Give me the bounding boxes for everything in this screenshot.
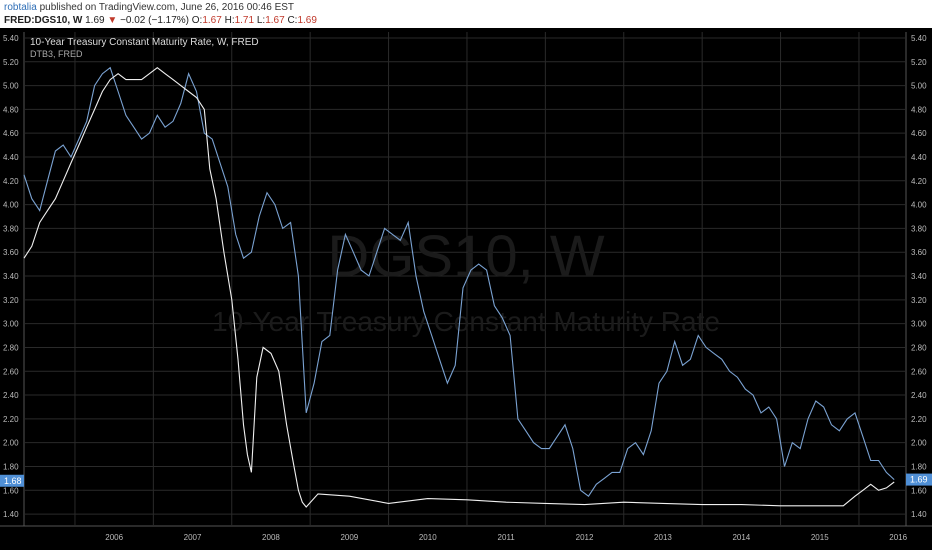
y-tick-label-right: 3.80 [911, 224, 927, 233]
left-price-tag-label: 1.68 [4, 476, 22, 486]
high-label: H: [224, 15, 235, 26]
y-tick-label-right: 4.00 [911, 201, 927, 210]
y-tick-label-right: 2.80 [911, 343, 927, 352]
x-tick-label: 2015 [811, 533, 829, 542]
y-tick-label-left: 4.00 [3, 201, 19, 210]
y-tick-label-right: 4.20 [911, 177, 927, 186]
x-tick-label: 2009 [340, 533, 358, 542]
chart-area[interactable]: DGS10, W 10-Year Treasury Constant Matur… [0, 28, 932, 550]
open-value: 1.67 [202, 15, 222, 26]
low-label: L: [256, 15, 266, 26]
close-label: C: [287, 15, 298, 26]
y-tick-label-right: 4.40 [911, 153, 927, 162]
symbol-name[interactable]: FRED:DGS10, W [4, 15, 83, 26]
y-tick-label-left: 4.60 [3, 129, 19, 138]
x-tick-label: 2016 [889, 533, 907, 542]
y-tick-label-right: 5.20 [911, 58, 927, 67]
y-tick-label-right: 1.40 [911, 510, 927, 519]
y-tick-label-right: 3.40 [911, 272, 927, 281]
legend-secondary[interactable]: DTB3, FRED [30, 49, 83, 59]
price-change: −0.02 (−1.17%) [120, 15, 189, 26]
publish-info: published on TradingView.com, June 26, 2… [39, 2, 295, 13]
y-tick-label-left: 2.60 [3, 367, 19, 376]
y-tick-label-left: 3.20 [3, 296, 19, 305]
y-tick-label-left: 1.40 [3, 510, 19, 519]
y-tick-label-left: 5.40 [3, 34, 19, 43]
x-tick-label: 2011 [498, 533, 516, 542]
legend-main[interactable]: 10-Year Treasury Constant Maturity Rate,… [30, 37, 259, 48]
high-value: 1.71 [234, 15, 255, 26]
y-tick-label-left: 2.00 [3, 439, 19, 448]
y-tick-label-left: 4.80 [3, 105, 19, 114]
y-tick-label-right: 1.60 [911, 486, 927, 495]
chart-svg: DGS10, W 10-Year Treasury Constant Matur… [0, 32, 932, 542]
y-tick-label-left: 3.00 [3, 320, 19, 329]
x-tick-label: 2007 [184, 533, 202, 542]
x-tick-label: 2010 [419, 533, 437, 542]
header: robtalia published on TradingView.com, J… [0, 0, 932, 28]
time-axis[interactable]: 2006 2007 2008 2009 2010 2011 2012 2013 2014 2015… [105, 533, 907, 542]
x-tick-label: 2014 [732, 533, 750, 542]
y-tick-label-left: 3.80 [3, 224, 19, 233]
left-price-tag: 1.68 [0, 474, 24, 487]
y-tick-label-left: 4.20 [3, 177, 19, 186]
y-tick-label-left: 1.60 [3, 486, 19, 495]
open-label: O: [191, 15, 203, 26]
right-price-tag: 1.69 [906, 473, 932, 486]
x-tick-label: 2008 [262, 533, 280, 542]
watermark-name: 10-Year Treasury Constant Maturity Rate [212, 306, 720, 337]
close-value: 1.69 [297, 15, 317, 26]
y-tick-label-left: 2.20 [3, 415, 19, 424]
x-tick-label: 2013 [654, 533, 672, 542]
series-line-dtb3 [23, 67, 895, 508]
y-tick-label-right: 5.00 [911, 82, 927, 91]
y-tick-label-right: 3.00 [911, 320, 927, 329]
y-tick-label-left: 1.80 [3, 462, 19, 471]
y-tick-label-right: 2.60 [911, 367, 927, 376]
x-tick-label: 2006 [105, 533, 123, 542]
right-price-tag-label: 1.69 [910, 475, 928, 485]
y-tick-label-left: 3.40 [3, 272, 19, 281]
publish-line: robtalia published on TradingView.com, J… [4, 2, 294, 13]
series-line-dgs10 [23, 66, 895, 497]
series-layer [23, 66, 895, 508]
y-tick-label-left: 3.60 [3, 248, 19, 257]
y-tick-label-left: 5.20 [3, 58, 19, 67]
y-tick-label-left: 4.40 [3, 153, 19, 162]
y-tick-label-right: 1.80 [911, 462, 927, 471]
y-tick-label-right: 3.20 [911, 296, 927, 305]
y-tick-label-right: 4.60 [911, 129, 927, 138]
right-price-axis[interactable]: 1.40 1.60 1.80 2.00 2.20 2.40 2.60 2.80 3.00 3.20… [911, 34, 927, 519]
grid [0, 32, 932, 527]
last-price: 1.69 [85, 15, 105, 26]
y-tick-label-right: 4.80 [911, 105, 927, 114]
y-tick-label-left: 2.80 [3, 343, 19, 352]
left-price-axis[interactable]: 1.40 1.60 1.80 2.00 2.20 2.40 2.60 2.80 3.00 3.20… [3, 34, 19, 519]
y-tick-label-right: 2.20 [911, 415, 927, 424]
y-tick-label-right: 2.40 [911, 391, 927, 400]
y-tick-label-right: 2.00 [911, 439, 927, 448]
y-tick-label-left: 5.00 [3, 82, 19, 91]
down-arrow-icon: ▼ [107, 15, 118, 26]
watermark-symbol: DGS10, W [327, 224, 604, 289]
symbol-line: FRED:DGS10, W 1.69 ▼ −0.02 (−1.17%) O:1.… [4, 15, 317, 26]
y-tick-label-left: 2.40 [3, 391, 19, 400]
author-link[interactable]: robtalia [4, 2, 37, 13]
low-value: 1.67 [265, 15, 285, 26]
x-tick-label: 2012 [576, 533, 594, 542]
y-tick-label-right: 5.40 [911, 34, 927, 43]
y-tick-label-right: 3.60 [911, 248, 927, 257]
